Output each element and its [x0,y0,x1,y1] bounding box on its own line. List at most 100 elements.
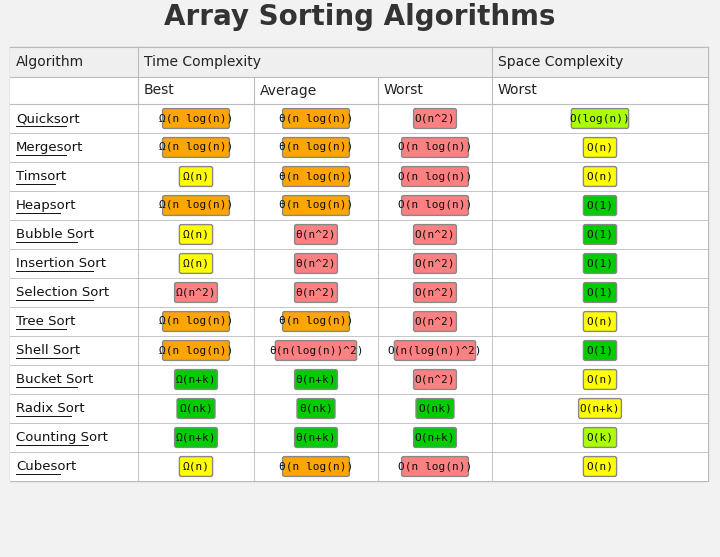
FancyBboxPatch shape [583,253,616,273]
Text: Ω(n^2): Ω(n^2) [176,287,216,297]
Text: O(n): O(n) [587,316,613,326]
Text: O(1): O(1) [587,258,613,268]
Bar [138,47,492,77]
Text: θ(n+k): θ(n+k) [296,432,336,442]
Text: Cubesort: Cubesort [16,460,76,473]
Text: θ(n^2): θ(n^2) [296,229,336,240]
Text: θ(n log(n)): θ(n log(n)) [279,172,353,182]
Text: Mergesort: Mergesort [16,141,84,154]
Text: O(n^2): O(n^2) [415,258,455,268]
Text: O(1): O(1) [587,345,613,355]
Text: Ω(n): Ω(n) [182,258,210,268]
FancyBboxPatch shape [413,224,456,245]
Text: O(n log(n)): O(n log(n)) [398,143,472,153]
Text: Worst: Worst [498,84,538,97]
FancyBboxPatch shape [583,340,616,360]
Text: θ(n log(n)): θ(n log(n)) [279,462,353,471]
Text: O(1): O(1) [587,201,613,211]
FancyBboxPatch shape [174,370,217,389]
Text: O(n): O(n) [587,374,613,384]
Text: Ω(n log(n)): Ω(n log(n)) [159,114,233,124]
FancyBboxPatch shape [163,138,230,158]
FancyBboxPatch shape [583,196,616,216]
Text: O(n log(n)): O(n log(n)) [398,201,472,211]
Text: O(log(n)): O(log(n)) [570,114,631,124]
Text: Quicksort: Quicksort [16,112,80,125]
Text: O(1): O(1) [587,287,613,297]
Text: O(n(log(n))^2): O(n(log(n))^2) [388,345,482,355]
Text: Ω(n log(n)): Ω(n log(n)) [159,143,233,153]
Text: Counting Sort: Counting Sort [16,431,108,444]
FancyBboxPatch shape [402,457,469,476]
Bar [10,47,138,77]
Text: θ(n log(n)): θ(n log(n)) [279,316,353,326]
FancyBboxPatch shape [283,109,349,129]
FancyBboxPatch shape [413,109,456,129]
Text: O(n): O(n) [587,143,613,153]
Bar [10,104,708,133]
Text: Bucket Sort: Bucket Sort [16,373,94,386]
Text: Shell Sort: Shell Sort [16,344,80,357]
FancyBboxPatch shape [402,167,469,187]
FancyBboxPatch shape [294,428,338,447]
Text: O(n log(n)): O(n log(n)) [398,462,472,471]
FancyBboxPatch shape [179,253,212,273]
Text: Ω(n log(n)): Ω(n log(n)) [159,316,233,326]
Text: O(n^2): O(n^2) [415,316,455,326]
FancyBboxPatch shape [163,311,230,331]
Bar [10,162,708,191]
Text: Ω(nk): Ω(nk) [179,403,213,413]
FancyBboxPatch shape [163,109,230,129]
FancyBboxPatch shape [294,282,338,302]
Text: Time Complexity: Time Complexity [144,55,261,69]
Text: θ(nk): θ(nk) [299,403,333,413]
Text: Heapsort: Heapsort [16,199,76,212]
Text: θ(n log(n)): θ(n log(n)) [279,201,353,211]
Text: Worst: Worst [384,84,424,97]
Text: O(nk): O(nk) [418,403,452,413]
FancyBboxPatch shape [294,370,338,389]
Bar [10,452,708,481]
Text: Space Complexity: Space Complexity [498,55,624,69]
Text: Ω(n log(n)): Ω(n log(n)) [159,345,233,355]
Text: Algorithm: Algorithm [16,55,84,69]
FancyBboxPatch shape [416,399,454,418]
FancyBboxPatch shape [572,109,629,129]
Text: θ(n log(n)): θ(n log(n)) [279,114,353,124]
Text: Tree Sort: Tree Sort [16,315,76,328]
Text: Ω(n log(n)): Ω(n log(n)) [159,201,233,211]
FancyBboxPatch shape [583,457,616,476]
FancyBboxPatch shape [294,253,338,273]
Text: O(n^2): O(n^2) [415,114,455,124]
Text: O(1): O(1) [587,229,613,240]
FancyBboxPatch shape [583,282,616,302]
FancyBboxPatch shape [579,399,621,418]
Bar [10,220,708,249]
Text: O(n): O(n) [587,172,613,182]
Text: O(n+k): O(n+k) [415,432,455,442]
FancyBboxPatch shape [179,224,212,245]
Bar [10,278,708,307]
Text: O(n^2): O(n^2) [415,374,455,384]
Bar [10,336,708,365]
FancyBboxPatch shape [583,428,616,447]
FancyBboxPatch shape [179,167,212,187]
FancyBboxPatch shape [163,196,230,216]
Text: θ(n+k): θ(n+k) [296,374,336,384]
FancyBboxPatch shape [395,340,476,360]
FancyBboxPatch shape [402,138,469,158]
Text: Ω(n+k): Ω(n+k) [176,432,216,442]
FancyBboxPatch shape [583,167,616,187]
FancyBboxPatch shape [583,138,616,158]
FancyBboxPatch shape [583,224,616,245]
FancyBboxPatch shape [177,399,215,418]
Text: Average: Average [260,84,318,97]
FancyBboxPatch shape [174,282,217,302]
Bar [10,307,708,336]
Text: θ(n(log(n))^2): θ(n(log(n))^2) [269,345,364,355]
Text: Insertion Sort: Insertion Sort [16,257,106,270]
FancyBboxPatch shape [413,428,456,447]
FancyBboxPatch shape [174,428,217,447]
Text: Radix Sort: Radix Sort [16,402,85,415]
FancyBboxPatch shape [413,370,456,389]
